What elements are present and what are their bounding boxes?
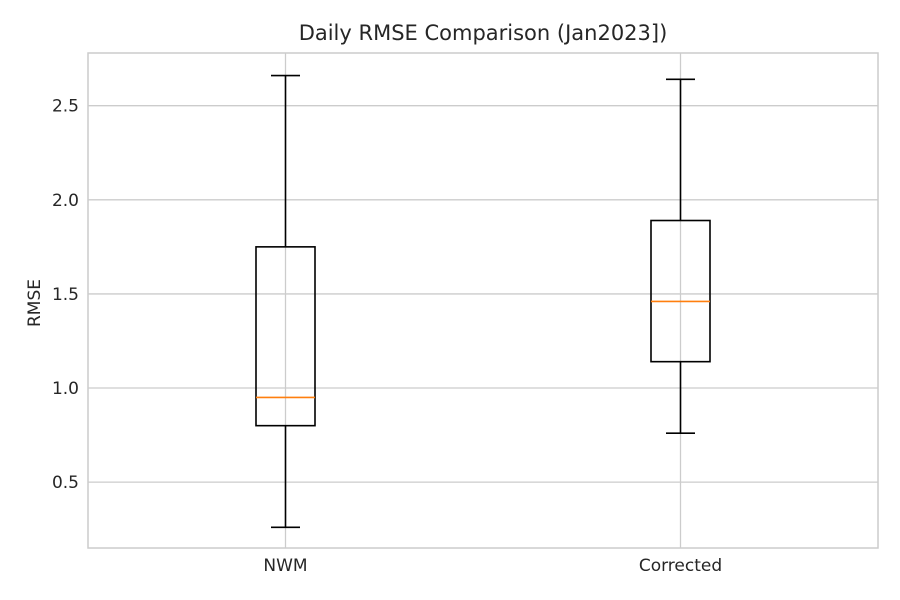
y-tick-labels: 0.5 1.0 1.5 2.0 2.5: [52, 97, 79, 493]
y-axis-label: RMSE: [25, 279, 45, 327]
y-tick-label: 1.0: [52, 379, 79, 399]
plot-border: [87, 52, 879, 549]
x-tick-label: NWM: [263, 556, 307, 576]
boxes: [255, 74, 711, 529]
chart-title: Daily RMSE Comparison (Jan2023]): [299, 21, 668, 45]
iqr-box: [650, 219, 711, 363]
box-nwm: [255, 74, 316, 529]
y-tick-label: 2.0: [52, 191, 79, 211]
plot-frame: [87, 52, 879, 549]
box-corrected: [650, 78, 711, 434]
y-tick-label: 1.5: [52, 285, 79, 305]
y-tick-label: 2.5: [52, 97, 79, 117]
iqr-box: [255, 246, 316, 427]
x-tick-label: Corrected: [639, 556, 722, 576]
x-tick-labels: NWM Corrected: [263, 556, 722, 576]
y-tick-label: 0.5: [52, 473, 79, 493]
